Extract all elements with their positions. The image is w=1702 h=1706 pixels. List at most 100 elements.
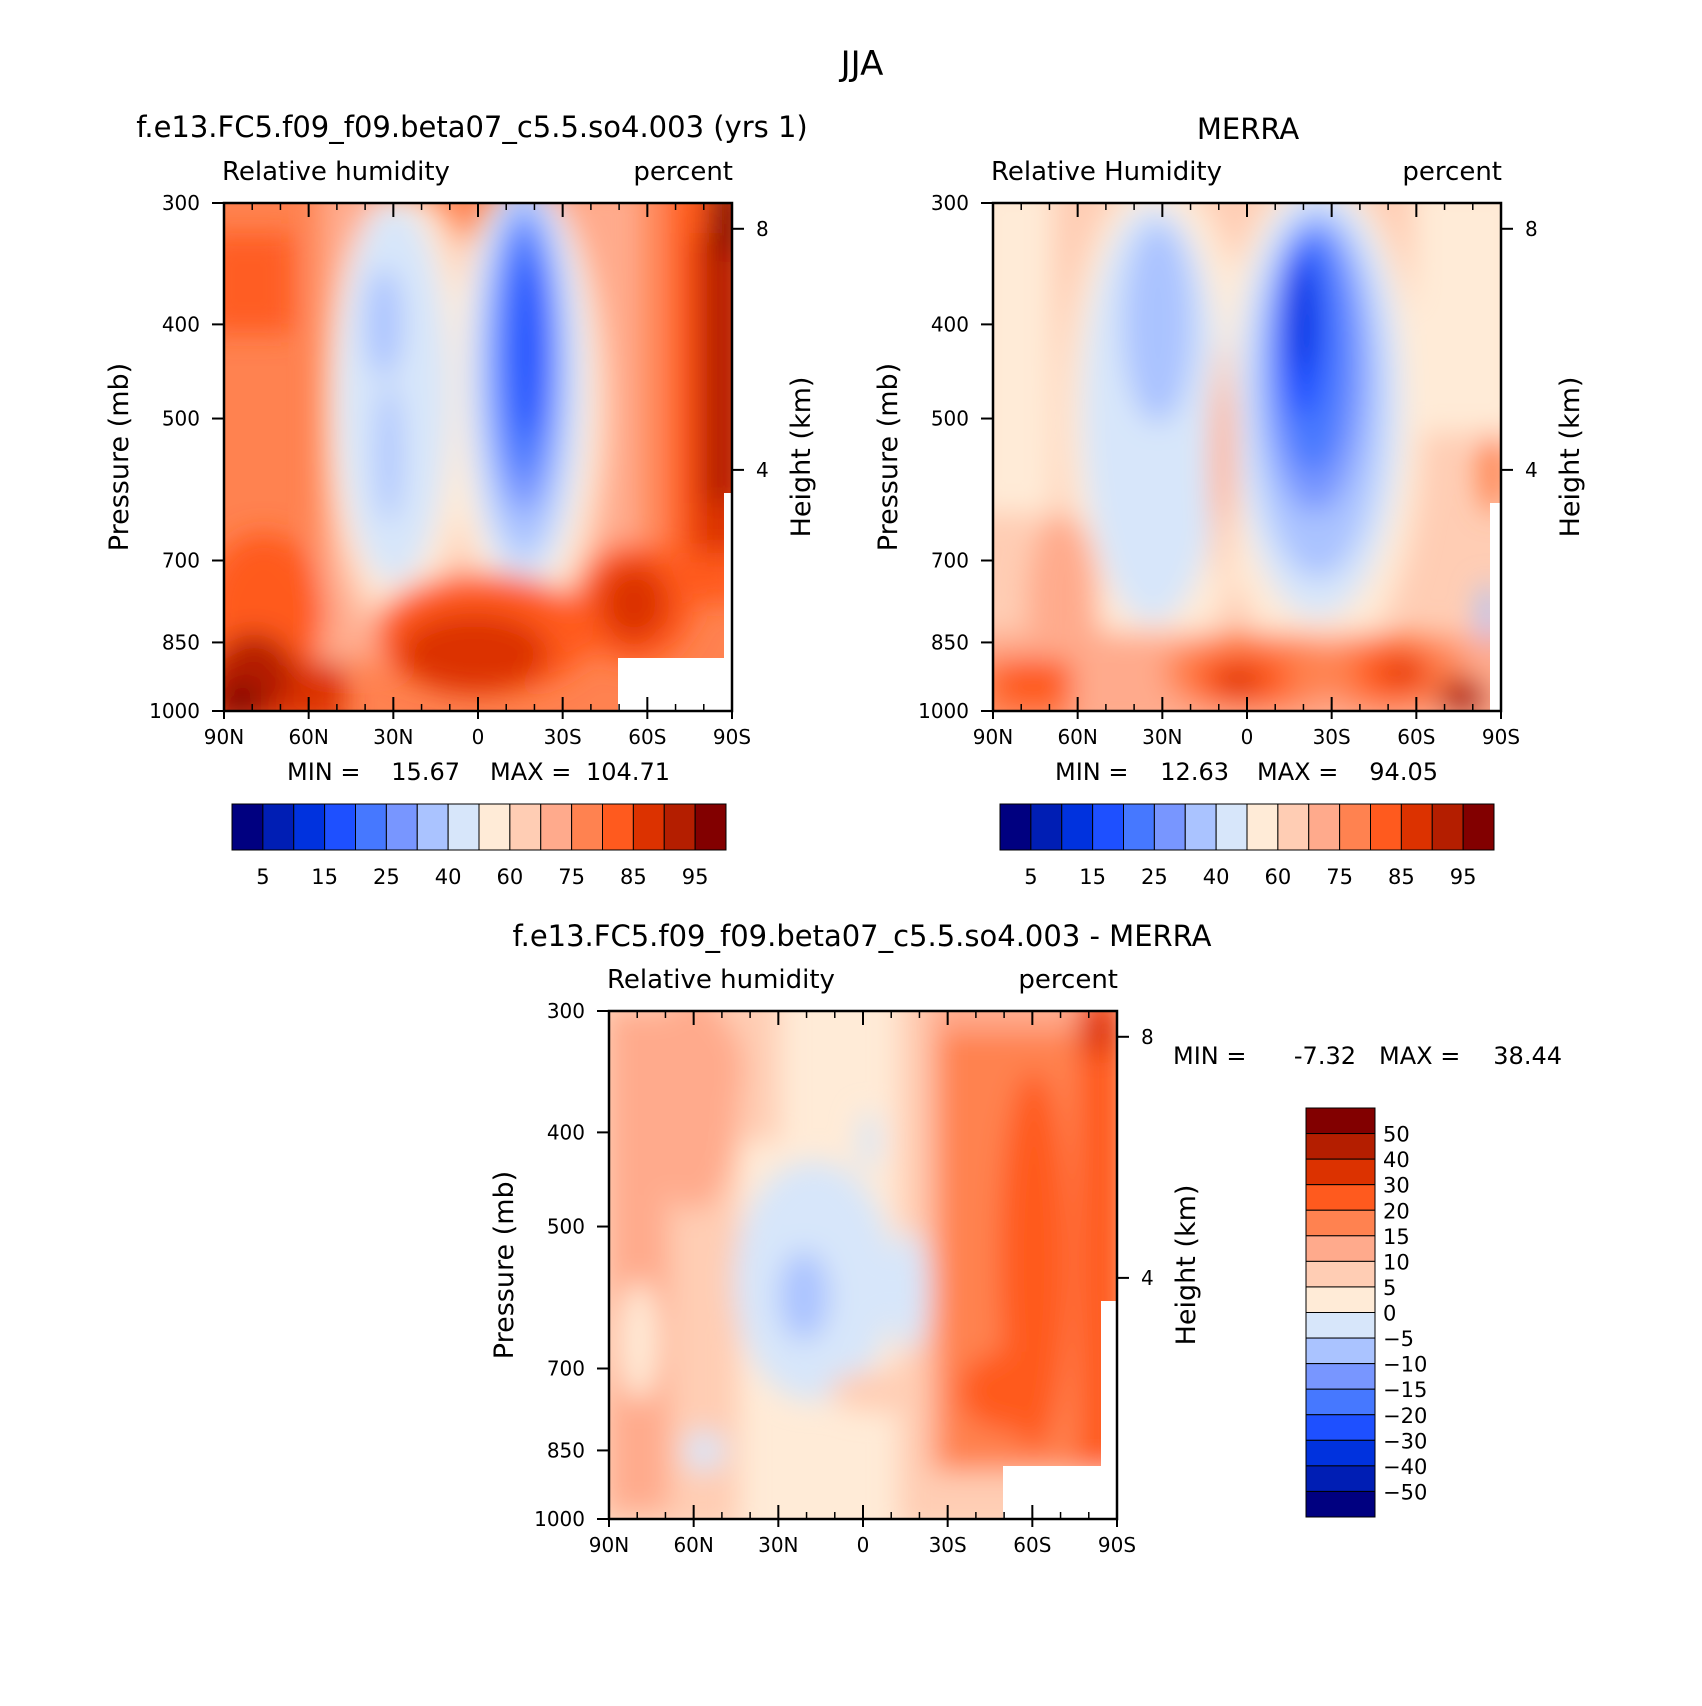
colorbar-swatch bbox=[663, 803, 696, 851]
y-tick-label: 500 bbox=[162, 407, 200, 431]
x-tick-label: 30N bbox=[373, 725, 413, 749]
y-tick-label: 500 bbox=[547, 1215, 585, 1239]
colorbar-swatch bbox=[1305, 1388, 1376, 1416]
colorbar-swatch bbox=[540, 803, 573, 851]
colorbar-label: 15 bbox=[1079, 865, 1106, 889]
x-tick-label: 90N bbox=[204, 725, 244, 749]
colorbar-swatch bbox=[1305, 1439, 1376, 1467]
panel-model-stats: MIN = 15.67 MAX = 104.71 bbox=[287, 758, 670, 786]
panel-merra-ylabel: Pressure (mb) bbox=[873, 363, 904, 551]
x-tick-label: 30S bbox=[544, 725, 582, 749]
colorbar-label: 60 bbox=[497, 865, 524, 889]
x-tick-label: 90S bbox=[713, 725, 751, 749]
panel-model-max-label: MAX = bbox=[490, 758, 571, 786]
x-tick-label: 30N bbox=[1142, 725, 1182, 749]
panel-merra: MERRA Relative Humidity percent bbox=[873, 112, 1586, 889]
colorbar-swatch bbox=[1305, 1490, 1376, 1518]
colorbar-swatch bbox=[1305, 1133, 1376, 1160]
y-tick-label: 300 bbox=[931, 191, 969, 215]
x-tick-label: 60N bbox=[673, 1533, 713, 1557]
x-tick-label: 0 bbox=[857, 1533, 870, 1557]
panel-merra-colorbar: 5 15 25 40 60 75 85 95 bbox=[999, 803, 1495, 889]
figure-title: JJA bbox=[839, 44, 884, 84]
colorbar-label: −15 bbox=[1383, 1378, 1427, 1402]
panel-model: f.e13.FC5.f09_f09.beta07_c5.5.so4.003 (y… bbox=[104, 110, 817, 889]
y-tick-label: 1000 bbox=[534, 1507, 585, 1531]
colorbar-swatch bbox=[1215, 803, 1248, 851]
x-tick-label: 90N bbox=[973, 725, 1013, 749]
panel-merra-min-label: MIN = bbox=[1055, 758, 1128, 786]
colorbar-label: 5 bbox=[256, 865, 269, 889]
y-tick-label: 1000 bbox=[149, 699, 200, 723]
y-tick-label: 400 bbox=[547, 1120, 585, 1144]
y-tick-label: 700 bbox=[162, 549, 200, 573]
colorbar-swatch bbox=[1305, 1158, 1376, 1186]
panel-difference-min-value: -7.32 bbox=[1294, 1042, 1356, 1070]
y2-tick-label: 8 bbox=[1141, 1025, 1154, 1049]
colorbar-swatch bbox=[355, 803, 387, 851]
colorbar-swatch bbox=[1123, 803, 1155, 851]
y-tick-label: 300 bbox=[547, 999, 585, 1023]
colorbar-swatch bbox=[262, 803, 295, 851]
colorbar-label: −20 bbox=[1383, 1404, 1427, 1428]
panel-merra-stats: MIN = 12.63 MAX = 94.05 bbox=[1055, 758, 1438, 786]
y-tick-label: 500 bbox=[931, 407, 969, 431]
panel-merra-y2label: Height (km) bbox=[1555, 377, 1586, 538]
panel-model-left-label: Relative humidity bbox=[222, 157, 450, 187]
panel-difference-axes: 90N 60N 30N 0 30S 60S 90S 300 400 500 700 850 1000 8 4 bbox=[534, 999, 1154, 1557]
x-tick-label: 60S bbox=[1013, 1533, 1051, 1557]
panel-merra-min-value: 12.63 bbox=[1160, 758, 1229, 786]
x-tick-label: 30S bbox=[929, 1533, 967, 1557]
x-tick-label: 0 bbox=[1241, 725, 1254, 749]
panel-difference: f.e13.FC5.f09_f09.beta07_c5.5.so4.003 - … bbox=[489, 919, 1562, 1557]
colorbar-swatch bbox=[1184, 803, 1217, 851]
y2-tick-label: 8 bbox=[756, 217, 769, 241]
colorbar-label: 75 bbox=[1326, 865, 1353, 889]
colorbar-swatch bbox=[509, 803, 542, 851]
colorbar-swatch bbox=[293, 803, 326, 851]
colorbar-swatch bbox=[1305, 1312, 1376, 1339]
colorbar-label: 15 bbox=[1383, 1225, 1410, 1249]
y2-tick-label: 8 bbox=[1525, 217, 1538, 241]
y-tick-label: 850 bbox=[547, 1438, 585, 1462]
colorbar-label: −40 bbox=[1383, 1455, 1427, 1479]
colorbar-label: 0 bbox=[1383, 1302, 1396, 1326]
colorbar-label: 5 bbox=[1383, 1276, 1396, 1300]
colorbar-swatch bbox=[385, 803, 418, 851]
x-tick-label: 60S bbox=[1397, 725, 1435, 749]
colorbar-label: 85 bbox=[620, 865, 647, 889]
panel-model-y2label: Height (km) bbox=[786, 377, 817, 538]
panel-difference-y2label: Height (km) bbox=[1171, 1185, 1202, 1346]
colorbar-swatch bbox=[1400, 803, 1433, 851]
colorbar-label: 75 bbox=[558, 865, 585, 889]
colorbar-label: −5 bbox=[1383, 1327, 1414, 1351]
y-tick-label: 400 bbox=[162, 312, 200, 336]
panel-merra-left-label: Relative Humidity bbox=[991, 157, 1222, 187]
panel-difference-max-label: MAX = bbox=[1379, 1042, 1460, 1070]
panel-difference-ylabel: Pressure (mb) bbox=[489, 1171, 520, 1359]
y-tick-label: 700 bbox=[547, 1357, 585, 1381]
panel-merra-title: MERRA bbox=[1197, 112, 1299, 146]
panel-merra-max-value: 94.05 bbox=[1369, 758, 1438, 786]
colorbar-swatch bbox=[478, 803, 511, 851]
x-tick-label: 60N bbox=[1057, 725, 1097, 749]
colorbar-swatch bbox=[1431, 803, 1464, 851]
panel-model-unit-label: percent bbox=[633, 157, 733, 187]
colorbar-swatch bbox=[1305, 1235, 1376, 1262]
panel-difference-stats: MIN = -7.32 MAX = 38.44 bbox=[1173, 1042, 1562, 1070]
x-tick-label: 60S bbox=[628, 725, 666, 749]
colorbar-swatch bbox=[1308, 803, 1341, 851]
x-tick-label: 90S bbox=[1482, 725, 1520, 749]
y-tick-label: 300 bbox=[162, 191, 200, 215]
colorbar-swatch bbox=[416, 803, 449, 851]
panel-model-contour-field bbox=[224, 203, 732, 711]
colorbar-label: −10 bbox=[1383, 1353, 1427, 1377]
panel-model-max-value: 104.71 bbox=[586, 758, 670, 786]
colorbar-swatch bbox=[571, 803, 603, 851]
colorbar-swatch bbox=[231, 803, 264, 851]
colorbar-label: 40 bbox=[1203, 865, 1230, 889]
colorbar-swatch bbox=[1277, 803, 1310, 851]
colorbar-swatch bbox=[1061, 803, 1094, 851]
panel-model-colorbar: 5 15 25 40 60 75 85 95 bbox=[231, 803, 727, 889]
panel-merra-max-label: MAX = bbox=[1257, 758, 1338, 786]
